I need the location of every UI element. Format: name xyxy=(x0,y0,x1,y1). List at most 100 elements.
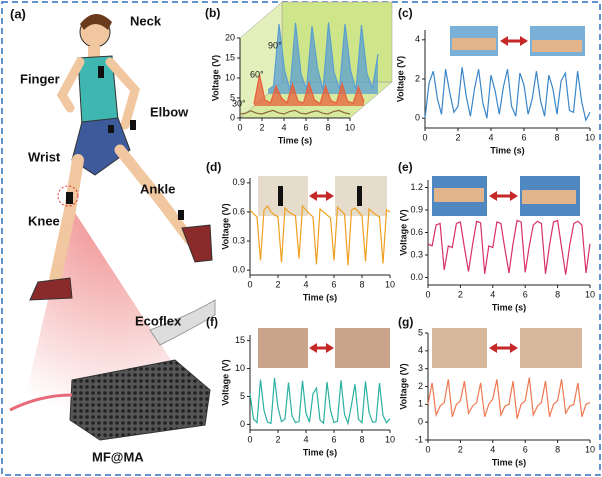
signal-line xyxy=(427,219,591,275)
x-tick-label: 10 xyxy=(585,289,595,299)
y-tick-label: 0 xyxy=(415,113,420,123)
panel-label: (d) xyxy=(206,160,221,174)
signal-line xyxy=(249,204,391,266)
body-label: Neck xyxy=(130,13,162,28)
panel-label: (g) xyxy=(398,315,413,329)
signal-line xyxy=(249,377,391,426)
signal-line xyxy=(427,377,591,419)
x-tick-label: 0 xyxy=(237,122,242,132)
x-tick-label: 4 xyxy=(303,434,308,444)
series-label: 90° xyxy=(268,40,282,50)
x-tick-label: 0 xyxy=(425,289,430,299)
body-label: Wrist xyxy=(28,149,61,164)
x-tick-label: 4 xyxy=(488,132,493,142)
x-tick-label: 2 xyxy=(458,289,463,299)
y-tick-label: 15 xyxy=(235,335,245,345)
panel-label: (a) xyxy=(10,6,26,21)
x-tick-label: 0 xyxy=(425,444,430,454)
x-tick-label: 8 xyxy=(325,122,330,132)
material-label: MF@MA xyxy=(92,449,144,464)
x-axis-label: Time (s) xyxy=(278,135,312,145)
y-tick-label: 2 xyxy=(418,381,423,391)
y-tick-label: 20 xyxy=(225,32,235,42)
signal-line xyxy=(239,109,351,115)
y-axis-label: Voltage (V) xyxy=(398,363,408,409)
x-tick-label: 8 xyxy=(555,444,560,454)
y-tick-label: -1 xyxy=(415,434,423,444)
y-tick-label: 1.2 xyxy=(410,182,423,192)
x-tick-label: 10 xyxy=(385,434,395,444)
x-tick-label: 2 xyxy=(455,132,460,142)
y-axis-label: Voltage (V) xyxy=(395,56,405,102)
body-label: Elbow xyxy=(150,104,189,119)
y-tick-label: 0 xyxy=(230,112,235,122)
y-tick-label: 5 xyxy=(240,391,245,401)
x-tick-label: 6 xyxy=(523,289,528,299)
x-tick-label: 8 xyxy=(554,132,559,142)
x-tick-label: 2 xyxy=(275,279,280,289)
y-tick-label: 3 xyxy=(418,363,423,373)
x-axis-label: Time (s) xyxy=(303,447,337,457)
x-tick-label: 10 xyxy=(585,444,595,454)
y-tick-label: 4 xyxy=(418,345,423,355)
y-tick-label: 1 xyxy=(418,399,423,409)
y-axis-label: Voltage (V) xyxy=(220,203,230,249)
y-tick-label: 0.3 xyxy=(232,235,245,245)
x-tick-label: 10 xyxy=(345,122,355,132)
y-axis-label: Voltage (V) xyxy=(398,209,408,255)
x-axis-label: Time (s) xyxy=(492,302,526,312)
x-tick-label: 2 xyxy=(275,434,280,444)
x-tick-label: 4 xyxy=(303,279,308,289)
x-tick-label: 2 xyxy=(458,444,463,454)
x-axis-label: Time (s) xyxy=(303,292,337,302)
panel-label: (e) xyxy=(398,160,413,174)
y-axis-label: Voltage (V) xyxy=(220,359,230,405)
x-tick-label: 6 xyxy=(521,132,526,142)
body-label: Finger xyxy=(20,71,60,86)
x-tick-label: 6 xyxy=(523,444,528,454)
x-tick-label: 4 xyxy=(490,289,495,299)
y-tick-label: 0.9 xyxy=(410,204,423,214)
runner-illustration xyxy=(9,13,216,441)
x-tick-label: 6 xyxy=(331,434,336,444)
y-axis-label: Voltage (V) xyxy=(210,55,220,101)
x-tick-label: 2 xyxy=(259,122,264,132)
y-tick-label: 0.3 xyxy=(410,249,423,259)
x-tick-label: 4 xyxy=(490,444,495,454)
x-tick-label: 6 xyxy=(303,122,308,132)
y-tick-label: 2 xyxy=(415,73,420,83)
body-label: Ankle xyxy=(140,181,175,196)
x-tick-label: 10 xyxy=(385,279,395,289)
panel-label: (b) xyxy=(205,6,220,20)
y-tick-label: 0.9 xyxy=(232,177,245,187)
x-tick-label: 8 xyxy=(555,289,560,299)
series-label: 30° xyxy=(232,98,246,108)
y-tick-label: 0.0 xyxy=(232,265,245,275)
y-tick-label: 10 xyxy=(235,363,245,373)
y-tick-label: 0.0 xyxy=(410,272,423,282)
inset-photos xyxy=(258,26,585,368)
y-tick-label: 5 xyxy=(418,327,423,337)
x-tick-label: 10 xyxy=(585,132,595,142)
y-tick-label: 0 xyxy=(418,417,423,427)
x-tick-label: 0 xyxy=(422,132,427,142)
x-axis-label: Time (s) xyxy=(490,145,524,155)
arrows xyxy=(309,36,528,353)
x-axis-label: Time (s) xyxy=(492,457,526,467)
signal-line xyxy=(267,22,379,91)
signal-area xyxy=(268,22,378,94)
panel-label: (c) xyxy=(398,6,413,20)
y-tick-label: 4 xyxy=(415,34,420,44)
y-tick-label: 15 xyxy=(225,52,235,62)
body-label: Knee xyxy=(28,213,60,228)
series-label: 60° xyxy=(250,69,264,79)
x-tick-label: 6 xyxy=(331,279,336,289)
panel-label: (f) xyxy=(206,315,218,329)
x-tick-label: 4 xyxy=(281,122,286,132)
y-tick-label: 10 xyxy=(225,72,235,82)
material-label: Ecoflex xyxy=(135,313,182,328)
y-tick-label: 0.6 xyxy=(232,206,245,216)
